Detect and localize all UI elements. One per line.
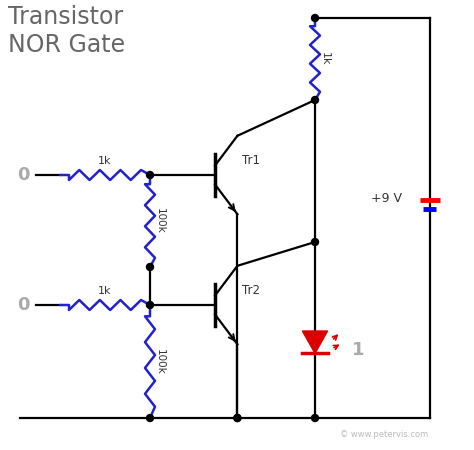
Text: 1: 1	[352, 341, 364, 359]
Text: Tr1: Tr1	[242, 153, 260, 166]
Text: Tr2: Tr2	[242, 284, 260, 297]
Text: 1k: 1k	[320, 52, 330, 66]
Text: © www.petervis.com: © www.petervis.com	[340, 430, 428, 439]
Circle shape	[311, 96, 319, 104]
Circle shape	[146, 302, 154, 309]
Circle shape	[146, 264, 154, 270]
Text: Transistor
NOR Gate: Transistor NOR Gate	[8, 5, 125, 57]
Circle shape	[311, 414, 319, 422]
Circle shape	[146, 414, 154, 422]
Circle shape	[234, 414, 241, 422]
Text: 100k: 100k	[155, 349, 165, 374]
Text: 0: 0	[17, 166, 29, 184]
Circle shape	[146, 171, 154, 179]
Circle shape	[311, 238, 319, 246]
Text: 0: 0	[17, 296, 29, 314]
Text: 100k: 100k	[155, 208, 165, 234]
Text: 1k: 1k	[98, 156, 112, 166]
Polygon shape	[302, 331, 328, 353]
Circle shape	[311, 14, 319, 22]
Text: +9 V: +9 V	[371, 192, 402, 204]
Circle shape	[234, 414, 241, 422]
Text: 1k: 1k	[98, 286, 112, 296]
